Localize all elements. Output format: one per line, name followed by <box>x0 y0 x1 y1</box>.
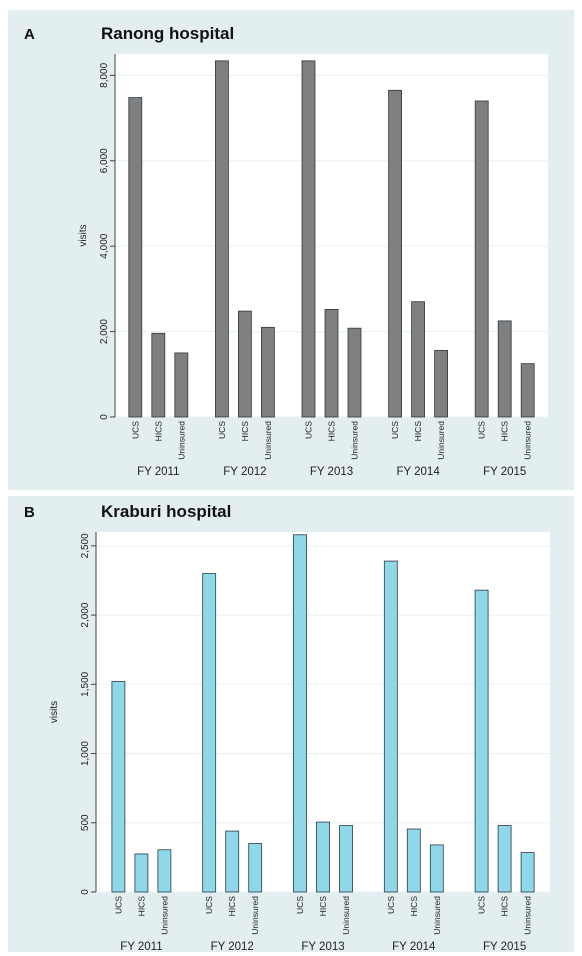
y-tick-label: 2,500 <box>80 533 91 558</box>
bar <box>388 89 403 418</box>
kraburi-bar-chart: 0 500 1,000 1,500 2,000 2,500 visits UCS HICS Uni… <box>49 532 550 952</box>
y-tick-label: 1,500 <box>80 671 91 696</box>
bar-category-label: UCS <box>217 421 227 439</box>
y-tick-label: 1,000 <box>80 741 91 766</box>
y-axis-label: visits <box>78 224 89 246</box>
bar <box>293 534 307 893</box>
bar-category-label: UCS <box>113 896 123 914</box>
bar-category-label: HICS <box>227 896 237 917</box>
group-label: FY 2015 <box>483 466 526 478</box>
group-label: FY 2015 <box>483 941 526 952</box>
bar <box>520 852 535 893</box>
y-tick-label: 8,000 <box>99 62 110 87</box>
y-axis-label: visits <box>49 701 60 723</box>
group-label: FY 2013 <box>301 941 344 952</box>
bar-category-label: Uninsured <box>523 421 533 460</box>
panel-label: B <box>24 504 35 521</box>
bar <box>151 332 166 418</box>
bar-category-label: Uninsured <box>350 421 360 460</box>
bar <box>214 60 229 418</box>
bar <box>225 830 240 893</box>
bar <box>157 849 172 893</box>
bar-category-label: HICS <box>413 421 423 442</box>
bar <box>520 363 535 418</box>
bar <box>497 825 512 893</box>
panel-b-kraburi: B Kraburi hospital 0 500 1,000 1,500 2,000 2,… <box>8 496 574 952</box>
bar-category-label: Uninsured <box>159 896 169 935</box>
bar <box>474 100 489 418</box>
panel-a-ranong: A Ranong hospital 0 2,000 4,000 6,000 8,000 v… <box>8 10 574 490</box>
group-label: FY 2014 <box>392 941 436 952</box>
panel-label: A <box>24 26 35 43</box>
group-label: FY 2012 <box>223 466 266 478</box>
bar <box>339 825 353 893</box>
bar-category-label: HICS <box>136 896 146 917</box>
group-label: FY 2012 <box>211 941 254 952</box>
bar-category-label: Uninsured <box>341 896 351 935</box>
bar <box>324 308 339 418</box>
bar-category-label: HICS <box>500 896 510 917</box>
bar <box>237 310 252 418</box>
bar-category-label: HICS <box>240 421 250 442</box>
bar <box>474 589 489 893</box>
bar-category-label: UCS <box>477 421 487 439</box>
bar-category-label: UCS <box>204 896 214 914</box>
bar-category-label: HICS <box>318 896 328 917</box>
group-label: FY 2011 <box>120 941 162 952</box>
chart-title: Ranong hospital <box>101 24 235 43</box>
y-tick-label: 2,000 <box>80 602 91 627</box>
bar-category-label: Uninsured <box>523 896 533 935</box>
ranong-bar-chart: 0 2,000 4,000 6,000 8,000 visits UCS HICS Uninsu… <box>78 54 548 478</box>
bar <box>202 573 217 893</box>
bar <box>316 821 330 893</box>
y-tick-label: 0 <box>80 889 91 895</box>
bar-category-label: HICS <box>409 896 419 917</box>
bar <box>260 326 275 418</box>
bar-category-label: HICS <box>153 421 163 442</box>
bar-category-label: Uninsured <box>250 896 260 935</box>
bar <box>301 60 316 418</box>
bar <box>406 828 421 893</box>
y-tick-label: 6,000 <box>99 148 110 173</box>
bar-category-label: Uninsured <box>436 421 446 460</box>
y-tick-label: 2,000 <box>99 319 110 344</box>
bar <box>128 97 143 418</box>
bar-category-label: UCS <box>386 896 396 914</box>
group-label: FY 2014 <box>396 466 440 478</box>
bar <box>111 681 126 893</box>
group-label: FY 2011 <box>137 466 179 478</box>
bar-category-label: Uninsured <box>263 421 273 460</box>
y-tick-label: 500 <box>80 814 91 831</box>
bar <box>347 327 362 418</box>
bar <box>383 560 398 893</box>
bar <box>429 844 444 893</box>
bar-category-label: UCS <box>130 421 140 439</box>
y-tick-label: 4,000 <box>99 233 110 258</box>
y-tick-label: 0 <box>99 414 110 420</box>
bar-category-label: Uninsured <box>176 421 186 460</box>
bar <box>248 843 263 893</box>
bar-category-label: Uninsured <box>432 896 442 935</box>
bar-category-label: HICS <box>327 421 337 442</box>
bar <box>411 301 426 418</box>
bar-category-label: UCS <box>477 896 487 914</box>
bar-category-label: HICS <box>500 421 510 442</box>
bar-category-label: UCS <box>304 421 314 439</box>
bar <box>497 320 512 418</box>
bar-category-label: UCS <box>295 896 305 914</box>
bar <box>174 352 189 418</box>
group-label: FY 2013 <box>310 466 353 478</box>
bar <box>434 349 449 418</box>
chart-title: Kraburi hospital <box>101 502 232 521</box>
bar <box>134 853 149 893</box>
bar-category-label: UCS <box>390 421 400 439</box>
